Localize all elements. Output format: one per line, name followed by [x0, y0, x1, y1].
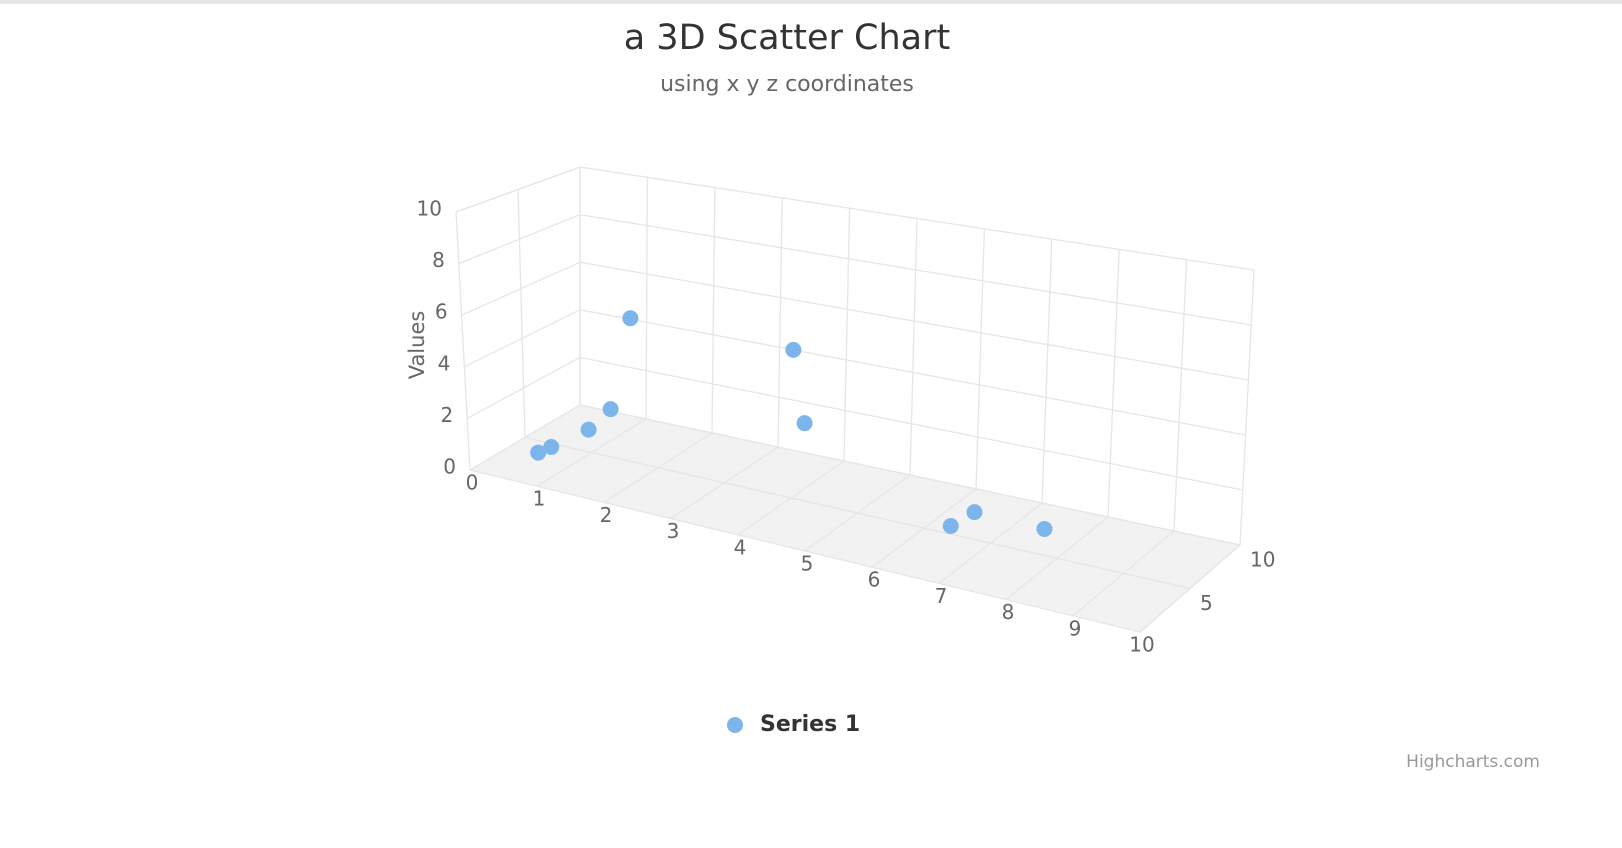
z-tick-label: 5 [1200, 591, 1213, 615]
axis-edge [455, 211, 471, 471]
x-tick-label: 2 [600, 503, 613, 527]
top-bar [0, 0, 1622, 4]
z-tick-label: 10 [1250, 548, 1275, 572]
y-tick-label: 10 [417, 197, 442, 221]
grid-line [517, 189, 526, 438]
data-point [942, 517, 959, 534]
data-point [602, 401, 619, 418]
data-point [1036, 520, 1053, 537]
y-tick-label: 2 [440, 403, 453, 427]
y-tick-label: 0 [443, 455, 456, 479]
x-tick-label: 4 [734, 535, 747, 559]
legend-marker[interactable] [727, 717, 743, 733]
grid-line [909, 218, 918, 476]
axis-edge [469, 469, 1141, 633]
axis-edge [455, 166, 581, 213]
x-tick-label: 6 [868, 568, 881, 592]
data-point [785, 341, 802, 358]
y-tick-label: 4 [438, 351, 451, 375]
grid-line [843, 208, 851, 462]
grid-line [579, 261, 1249, 381]
x-tick-label: 3 [667, 519, 680, 543]
x-tick-label: 9 [1069, 616, 1082, 640]
grid-line [1041, 239, 1053, 504]
axis-edge [1139, 544, 1241, 633]
grid-line [579, 404, 1241, 546]
grid-line [1239, 269, 1255, 546]
grid-line [579, 356, 1243, 491]
x-tick-label: 10 [1129, 633, 1154, 657]
data-point [543, 438, 560, 455]
chart-title: a 3D Scatter Chart [624, 18, 951, 58]
data-point [966, 504, 983, 521]
grid-line [711, 187, 716, 434]
x-tick-label: 1 [533, 487, 546, 511]
floor [470, 405, 1240, 632]
grid-line [645, 177, 649, 420]
data-point [796, 415, 813, 432]
x-tick-label: 7 [935, 584, 948, 608]
grid-line [777, 197, 783, 448]
x-tick-label: 8 [1002, 600, 1015, 624]
data-point [530, 444, 547, 461]
y-tick-label: 8 [432, 248, 445, 272]
grid-line [579, 166, 1255, 271]
grid-line [579, 213, 1252, 326]
data-point [622, 310, 639, 327]
grid-line [524, 436, 1191, 590]
grid-line [1173, 259, 1188, 532]
y-tick-label: 6 [435, 300, 448, 324]
grid-line [975, 228, 986, 490]
x-tick-label: 0 [466, 471, 479, 495]
grid-line [1107, 249, 1120, 518]
credits: Highcharts.com [1406, 752, 1540, 772]
x-tick-label: 5 [801, 552, 814, 576]
chart-subtitle: using x y z coordinates [660, 72, 914, 97]
legend-label[interactable]: Series 1 [760, 712, 860, 737]
grid-line [579, 309, 1246, 436]
data-point [580, 421, 597, 438]
y-axis-title: Values [405, 311, 429, 380]
plot-area: 0 1 2 3 4 5 6 7 8 9 10 0 2 4 6 8 10 5 10 [417, 166, 1275, 657]
